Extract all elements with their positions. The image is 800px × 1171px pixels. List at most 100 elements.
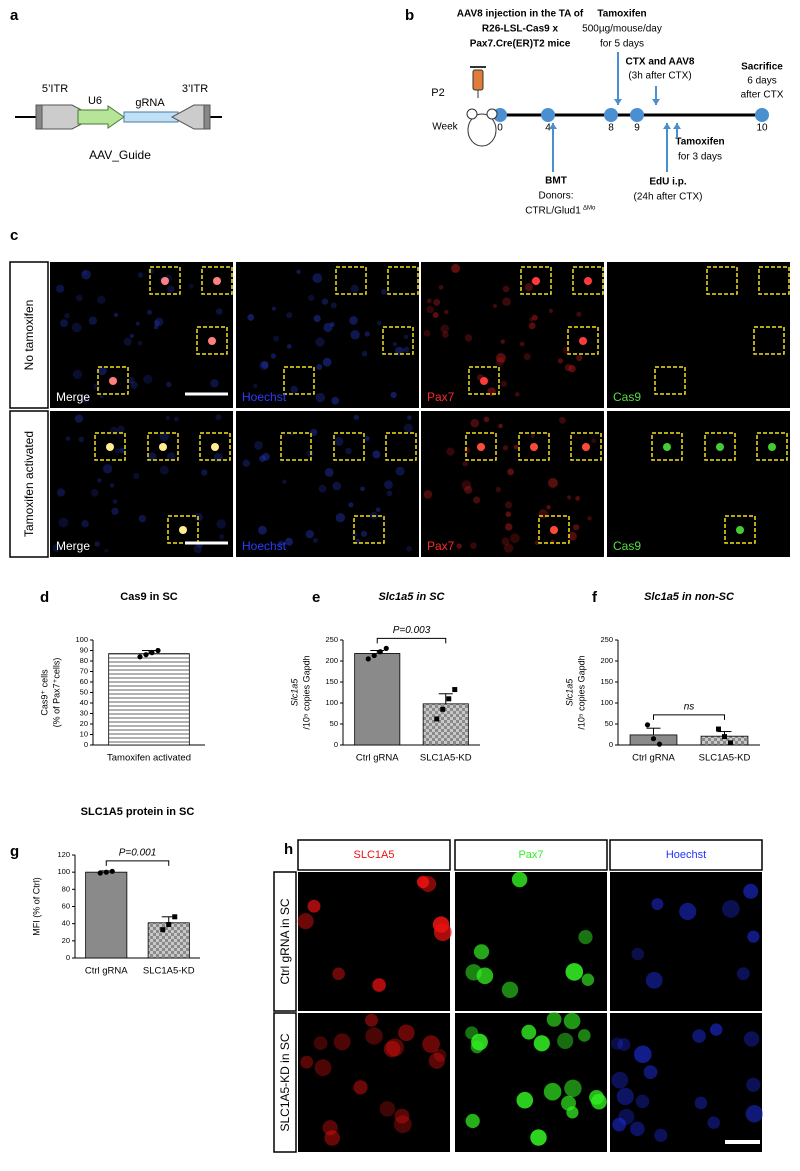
data-point: [97, 870, 103, 876]
cell: [416, 875, 430, 889]
data-point: [383, 645, 389, 652]
cell: [213, 453, 223, 463]
cell: [428, 1052, 445, 1069]
cell: [451, 263, 461, 273]
roi-box: [753, 326, 785, 355]
cell: [242, 459, 250, 467]
cell: [386, 490, 393, 497]
cell: [97, 295, 106, 304]
cell: [94, 541, 100, 547]
cell: [566, 1106, 579, 1119]
data-point: [440, 706, 446, 712]
cell: [736, 967, 750, 981]
cell: [365, 1027, 383, 1045]
micrograph: [610, 1013, 762, 1152]
cell: [99, 394, 104, 399]
cell: [523, 353, 531, 361]
cell: [286, 312, 293, 319]
cell: [351, 531, 358, 537]
bar: [108, 653, 190, 746]
cell: [634, 1045, 652, 1064]
cell: [201, 469, 208, 476]
cell: [534, 540, 540, 546]
cell: [442, 331, 449, 338]
cell: [575, 496, 580, 501]
cell: [531, 314, 538, 321]
labeled-cell: [716, 443, 724, 451]
cell: [381, 288, 387, 295]
cell: [64, 313, 70, 319]
labeled-cell: [550, 526, 558, 534]
micrograph: [421, 262, 604, 408]
cell: [581, 973, 595, 986]
cell: [390, 391, 397, 399]
bar: [422, 703, 469, 746]
cell: [253, 383, 258, 389]
itr-5-cap: [35, 104, 43, 130]
cell: [296, 269, 301, 274]
cell: [573, 524, 580, 531]
micrograph: [298, 1013, 450, 1152]
cell: [159, 465, 169, 475]
cell: [109, 483, 115, 488]
cell: [635, 1094, 650, 1109]
data-point: [728, 740, 733, 746]
channel-label: Merge: [56, 390, 90, 404]
cell: [114, 447, 121, 454]
cell: [286, 344, 292, 349]
channel-label: Pax7: [518, 849, 543, 861]
cell: [548, 308, 554, 313]
data-point: [722, 734, 727, 740]
cell: [692, 1029, 706, 1043]
data-point: [137, 654, 143, 660]
roi-box: [465, 432, 497, 461]
significance-label: ns: [684, 701, 695, 712]
element-label: gRNA: [135, 97, 165, 109]
roi-box: [353, 515, 385, 544]
cell: [578, 930, 593, 945]
bar: [147, 922, 190, 959]
bar: [354, 653, 401, 746]
channel-label: Cas9: [613, 539, 641, 553]
row-label: Tamoxifen activated: [22, 431, 36, 537]
micrograph: [50, 262, 233, 408]
mouse-ear: [486, 108, 498, 120]
cell: [404, 334, 409, 339]
x-tick-label: Ctrl gRNA: [85, 966, 128, 977]
labeled-cell: [208, 337, 216, 345]
cell: [423, 329, 431, 337]
timepoint: [630, 108, 644, 122]
annotation: 500µg/mouse/day: [582, 24, 662, 35]
timepoint: [755, 108, 769, 122]
element-label: 5’ITR: [42, 83, 68, 95]
roi-box: [651, 432, 683, 461]
cell: [395, 346, 404, 356]
element-label: U6: [88, 95, 102, 107]
cell: [282, 479, 287, 484]
cell: [270, 353, 277, 359]
y-tick-label: 100: [75, 635, 88, 644]
cell: [502, 445, 509, 451]
cell: [743, 1031, 760, 1047]
labeled-cell: [159, 443, 167, 451]
y-tick-label: 40: [62, 919, 70, 928]
channel-label: Hoechst: [242, 390, 287, 404]
cell: [618, 1108, 635, 1125]
cell: [610, 1037, 624, 1050]
cell: [515, 392, 520, 397]
labeled-cell: [736, 526, 744, 534]
cell: [473, 944, 490, 960]
cell: [743, 883, 759, 899]
cell: [138, 514, 147, 523]
arrow-head: [663, 123, 671, 129]
cell: [318, 484, 327, 493]
cell: [707, 1116, 720, 1129]
cell: [218, 534, 225, 540]
data-point: [172, 914, 178, 920]
cell: [548, 478, 558, 488]
data-point: [434, 716, 440, 722]
roi-box: [387, 266, 419, 295]
cell: [329, 322, 335, 327]
cell: [360, 486, 365, 492]
